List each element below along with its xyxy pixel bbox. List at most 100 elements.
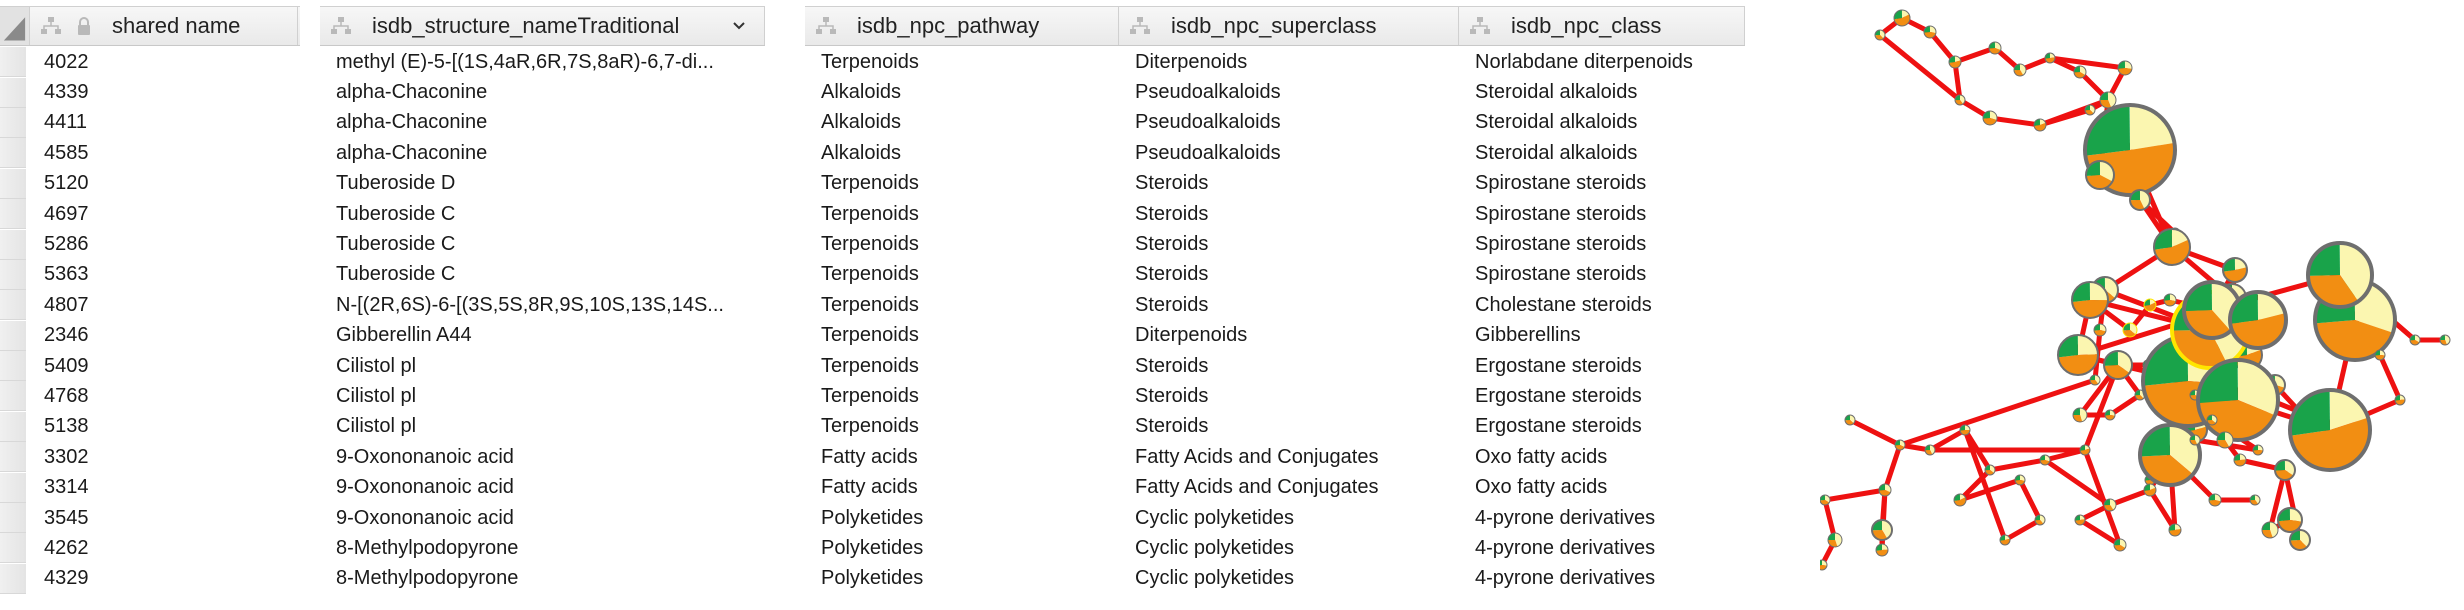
table-row[interactable]: 8-Methylpodopyrone <box>320 533 765 563</box>
network-edge[interactable] <box>1952 45 1998 65</box>
table-cell[interactable]: Terpenoids <box>821 324 919 347</box>
table-cell[interactable]: Cholestane steroids <box>1475 293 1652 316</box>
network-edge[interactable] <box>2082 447 2123 548</box>
table-row[interactable]: Terpenoids Steroids Spirostane steroids <box>805 229 1745 259</box>
network-edge[interactable] <box>1927 427 1968 453</box>
network-edge[interactable] <box>2107 487 2153 508</box>
column-header-npc-class[interactable]: isdb_npc_class <box>1459 7 1745 45</box>
row-header[interactable] <box>0 381 26 412</box>
table-row[interactable]: Polyketides Cyclic polyketides 4-pyrone de… <box>805 533 1745 563</box>
table-row[interactable]: 4807 <box>0 290 300 321</box>
table-cell[interactable]: Diterpenoids <box>1135 50 1248 73</box>
table-cell[interactable]: Tuberoside C <box>336 233 456 256</box>
table-cell[interactable]: Terpenoids <box>821 415 919 438</box>
table-cell[interactable]: Gibberellins <box>1475 324 1581 347</box>
network-node[interactable] <box>2153 228 2191 266</box>
table-cell[interactable]: Terpenoids <box>821 384 919 407</box>
network-node[interactable] <box>2071 281 2109 319</box>
table-cell[interactable]: Cilistol pl <box>336 354 417 377</box>
network-node[interactable] <box>2222 257 2248 283</box>
table-cell[interactable]: Terpenoids <box>821 50 919 73</box>
network-node[interactable] <box>1844 414 1856 426</box>
network-node[interactable] <box>1924 444 1936 456</box>
table-cell[interactable]: Spirostane steroids <box>1475 172 1647 195</box>
network-edge[interactable] <box>2082 362 2121 453</box>
table-cell[interactable]: 2346 <box>44 324 89 347</box>
row-header[interactable] <box>0 563 26 594</box>
table-cell[interactable]: Polyketides <box>821 567 924 590</box>
column-header-structure-name[interactable]: isdb_structure_nameTraditional <box>320 7 765 45</box>
table-row[interactable]: Terpenoids Steroids Spirostane steroids <box>805 260 1745 290</box>
network-node[interactable] <box>1999 534 2011 546</box>
table-cell[interactable]: 9-Oxononanoic acid <box>336 506 514 529</box>
network-node[interactable] <box>2079 444 2091 456</box>
table-cell[interactable]: 8-Methylpodopyrone <box>336 536 519 559</box>
table-cell[interactable]: Cyclic polyketides <box>1135 567 1294 590</box>
table-row[interactable]: 4339 <box>0 77 300 108</box>
network-node[interactable] <box>2138 423 2202 487</box>
table-row[interactable]: Terpenoids Diterpenoids Norlabdane diterpe… <box>805 47 1745 77</box>
table-cell[interactable]: Steroids <box>1135 263 1209 286</box>
table-cell[interactable]: 5286 <box>44 233 89 256</box>
table-cell[interactable]: 4585 <box>44 141 89 164</box>
table-row[interactable]: 5363 <box>0 259 300 290</box>
network-edge[interactable] <box>1877 32 1963 103</box>
network-node[interactable] <box>1894 439 1906 451</box>
table-cell[interactable]: Terpenoids <box>821 263 919 286</box>
table-cell[interactable]: 3314 <box>44 476 89 499</box>
table-row[interactable]: Fatty acids Fatty Acids and Conjugates Oxo… <box>805 472 1745 502</box>
row-header[interactable] <box>0 229 26 260</box>
table-cell[interactable]: Steroidal alkaloids <box>1475 141 1638 164</box>
table-row[interactable]: 4022 <box>0 47 300 78</box>
table-row[interactable]: 5409 <box>0 351 300 382</box>
network-node[interactable] <box>2072 407 2088 423</box>
table-row[interactable]: N-[(2R,6S)-6-[(3S,5S,8R,9S,10S,13S,14S..… <box>320 290 765 320</box>
row-header[interactable] <box>0 472 26 503</box>
network-node[interactable] <box>2034 514 2046 526</box>
table-row[interactable]: 3302 <box>0 442 300 473</box>
table-cell[interactable]: 9-Oxononanoic acid <box>336 445 514 468</box>
table-row[interactable]: Polyketides Cyclic polyketides 4-pyrone de… <box>805 564 1745 594</box>
table-cell[interactable]: Cilistol pl <box>336 415 417 438</box>
table-row[interactable]: 4585 <box>0 138 300 169</box>
network-node[interactable] <box>1820 559 1828 571</box>
network-edge[interactable] <box>2042 457 2113 508</box>
table-cell[interactable]: 4-pyrone derivatives <box>1475 506 1656 529</box>
network-edge[interactable] <box>1987 457 2048 473</box>
table-cell[interactable]: Ergostane steroids <box>1475 354 1642 377</box>
network-node[interactable] <box>2117 60 2133 76</box>
table-cell[interactable]: 4329 <box>44 567 89 590</box>
network-node[interactable] <box>2085 160 2115 190</box>
table-cell[interactable]: Pseudoalkaloids <box>1135 111 1281 134</box>
table-cell[interactable]: Steroids <box>1135 233 1209 256</box>
table-cell[interactable]: Steroidal alkaloids <box>1475 111 1638 134</box>
network-edge[interactable] <box>2147 487 2178 533</box>
network-edge[interactable] <box>1927 29 1958 65</box>
table-cell[interactable]: Steroids <box>1135 172 1209 195</box>
network-node[interactable] <box>2057 334 2099 376</box>
network-node[interactable] <box>2113 538 2127 552</box>
network-node[interactable] <box>1954 94 1966 106</box>
table-cell[interactable]: alpha-Chaconine <box>336 81 488 104</box>
table-row[interactable]: 4411 <box>0 107 300 138</box>
network-view[interactable] <box>1820 0 2464 610</box>
table-cell[interactable]: 4697 <box>44 202 89 225</box>
network-node[interactable] <box>2228 290 2288 350</box>
table-cell[interactable]: Steroids <box>1135 354 1209 377</box>
table-cell[interactable]: 4-pyrone derivatives <box>1475 567 1656 590</box>
network-node[interactable] <box>2103 350 2133 380</box>
row-header[interactable] <box>0 47 26 78</box>
table-cell[interactable]: Terpenoids <box>821 202 919 225</box>
table-cell[interactable]: methyl (E)-5-[(1S,4aR,6R,7S,8aR)-6,7-di.… <box>336 50 714 73</box>
table-row[interactable]: Terpenoids Steroids Spirostane steroids <box>805 169 1745 199</box>
table-row[interactable]: Alkaloids Pseudoalkaloids Steroidal alkalo… <box>805 108 1745 138</box>
table-row[interactable]: alpha-Chaconine <box>320 77 765 107</box>
table-cell[interactable]: Spirostane steroids <box>1475 202 1647 225</box>
table-cell[interactable]: 5138 <box>44 415 89 438</box>
table-row[interactable]: 3545 <box>0 503 300 534</box>
table-row[interactable]: 4262 <box>0 533 300 564</box>
network-node[interactable] <box>2163 293 2177 307</box>
row-header[interactable] <box>0 533 26 564</box>
table-cell[interactable]: 4768 <box>44 384 89 407</box>
table-row[interactable]: Alkaloids Pseudoalkaloids Steroidal alkalo… <box>805 77 1745 107</box>
